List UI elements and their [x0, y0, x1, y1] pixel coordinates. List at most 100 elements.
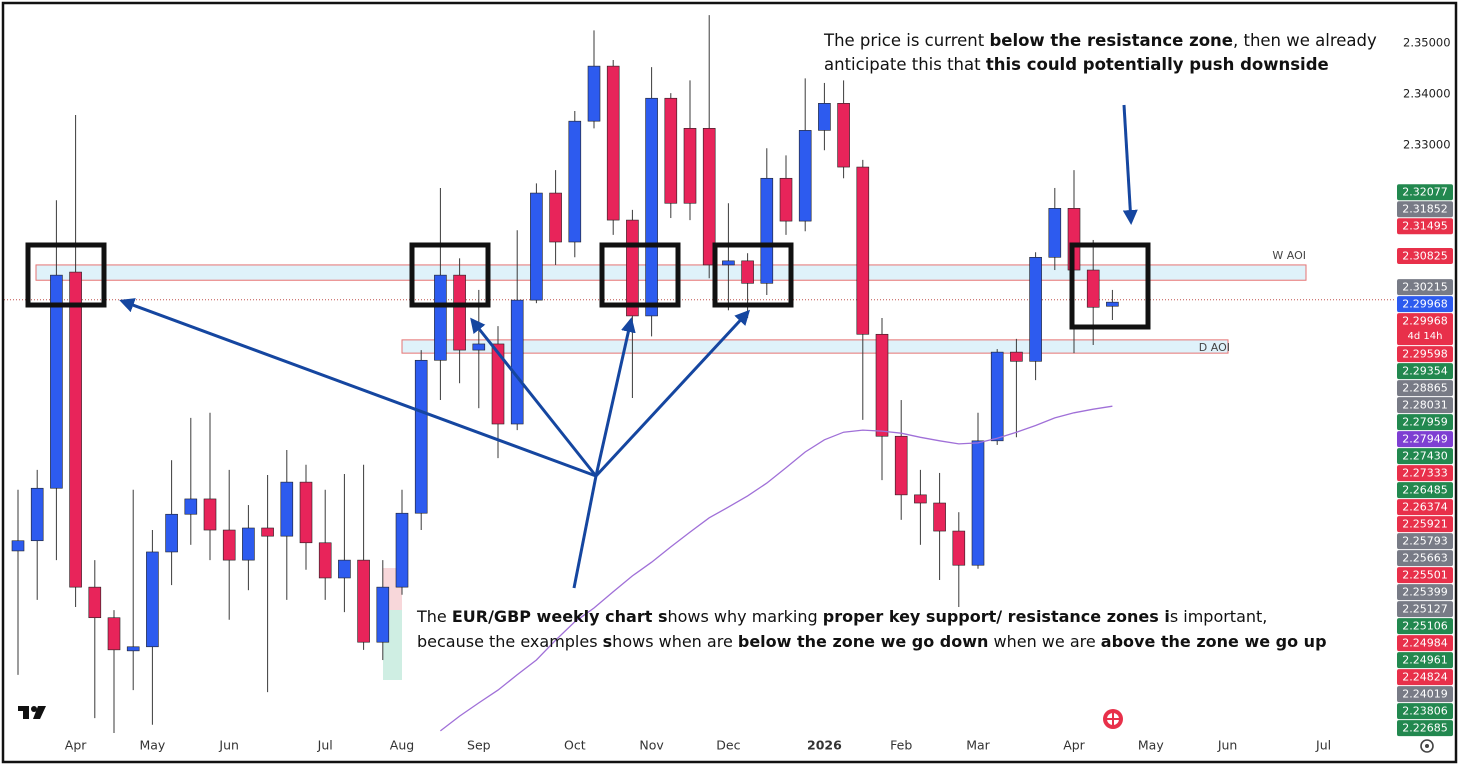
x-tick-label: Jul [317, 738, 333, 753]
candle-body [146, 551, 159, 648]
x-tick-label: Apr [1063, 738, 1085, 753]
candle-body [549, 192, 562, 243]
price-label: 2.31495 [1402, 220, 1448, 233]
price-label-box [1397, 669, 1453, 686]
candle-body [914, 494, 927, 504]
price-label: 2.24824 [1402, 671, 1448, 684]
price-label-box [1397, 414, 1453, 431]
annotation-run: , then we already [1233, 31, 1377, 50]
candle-body [69, 271, 82, 588]
price-label: 2.30215 [1402, 281, 1448, 294]
annotation-run: this could potentially push downside [986, 55, 1329, 74]
y-tick-label: 2.34000 [1403, 87, 1451, 101]
candle-body [184, 498, 198, 515]
candle-body [30, 487, 44, 542]
box [1069, 242, 1151, 330]
candle-body [1106, 301, 1119, 307]
candle-body [434, 274, 447, 361]
x-tick-label: Feb [890, 738, 912, 753]
arrow [1122, 104, 1138, 225]
candle-body [568, 120, 582, 243]
candle-body [338, 559, 351, 579]
x-tick-label: Dec [716, 738, 740, 753]
price-label-box [1397, 652, 1453, 669]
zone [401, 339, 1229, 354]
x-tick-label: Jun [218, 738, 239, 753]
arrow [470, 317, 598, 477]
price-label: 2.25106 [1402, 620, 1448, 633]
annotation-run: hows when are [612, 632, 738, 651]
annotation-run: The [416, 607, 452, 626]
price-label-box [1397, 201, 1453, 218]
x-tick-label: Mar [966, 738, 990, 753]
price-label: 2.24019 [1402, 688, 1448, 701]
price-label: 2.29598 [1402, 348, 1448, 361]
annotation-run: EUR/GBP weekly chart s [452, 607, 668, 626]
price-label: 2.25127 [1402, 603, 1448, 616]
price-label: 2.25663 [1402, 552, 1448, 565]
annotation-run: below the zone we go down [738, 632, 989, 651]
price-label-box [1397, 635, 1453, 652]
price-label-box [1397, 465, 1453, 482]
price-label: 2.26485 [1402, 484, 1448, 497]
price-label-box [1397, 482, 1453, 499]
candle-body [587, 65, 601, 122]
candle-body [626, 219, 639, 317]
candle-body [357, 559, 370, 643]
price-label: 2.27430 [1402, 450, 1448, 463]
zone-label: D AOI [1199, 341, 1230, 354]
price-label: 2.27959 [1402, 416, 1448, 429]
price-label-box [1397, 448, 1453, 465]
annotation-run: above the zone we go up [1101, 632, 1327, 651]
candle-body [261, 527, 274, 537]
annotation-run: s important, [1170, 607, 1268, 626]
settings-icon[interactable] [1420, 739, 1434, 753]
price-label-box [1397, 184, 1453, 201]
annotation-run: when we are [988, 632, 1100, 651]
candle-body [1010, 351, 1023, 362]
price-label-box [1397, 431, 1453, 448]
candle-body [299, 481, 313, 544]
moving-average [440, 405, 1113, 732]
candle-body [971, 440, 985, 566]
price-label-box [1397, 618, 1453, 635]
candle-body [875, 333, 889, 437]
candle-body [203, 498, 217, 531]
y-tick-label: 2.33000 [1403, 138, 1451, 152]
price-label-box [1397, 533, 1453, 550]
price-label-box [1397, 499, 1453, 516]
box [25, 242, 107, 308]
annotations: The price is current below the resistanc… [416, 31, 1377, 651]
annotation-run: proper key support/ resistance zones i [823, 607, 1170, 626]
icon[interactable] [1425, 744, 1429, 748]
price-label-box [1397, 218, 1453, 235]
box [409, 242, 491, 308]
price-label: 2.28865 [1402, 382, 1448, 395]
candle-body [683, 128, 697, 204]
zones: W AOI D AOI [35, 249, 1307, 354]
annotation-line: because the examples shows when are belo… [417, 632, 1327, 651]
annotation-run: hows why marking [667, 607, 822, 626]
x-tick-label: Apr [65, 738, 87, 753]
price-label-box [1397, 686, 1453, 703]
candle-body [165, 513, 178, 553]
y-tick-label: 2.35000 [1403, 36, 1451, 50]
annotation-run: The price is current [823, 31, 989, 50]
price-label: 2.24961 [1402, 654, 1448, 667]
price-label: 2.25399 [1402, 586, 1448, 599]
candle-body [318, 542, 332, 579]
price-label-box [1397, 380, 1453, 397]
annotation-line: The price is current below the resistanc… [823, 31, 1377, 50]
icon[interactable] [1420, 739, 1434, 753]
highlight-boxes [25, 242, 1151, 330]
candle-body [933, 502, 946, 532]
annotation-run: s [603, 632, 613, 651]
price-label-box [1397, 550, 1453, 567]
arrow [572, 475, 598, 589]
price-label-box [1397, 567, 1453, 584]
candle-body [760, 177, 774, 284]
price-label-box [1397, 313, 1453, 346]
plot [4, 15, 1395, 733]
